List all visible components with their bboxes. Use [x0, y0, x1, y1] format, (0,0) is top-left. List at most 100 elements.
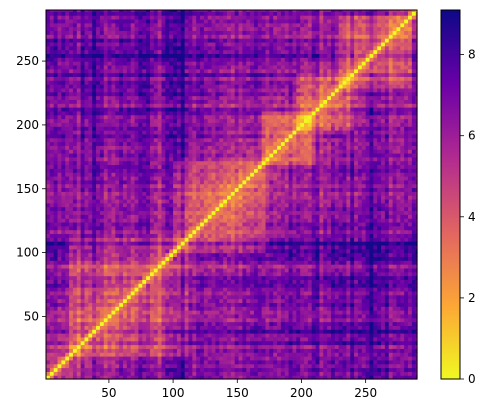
heatmap-cell	[173, 84, 178, 89]
heatmap-cell	[115, 195, 120, 200]
heatmap-cell	[180, 64, 186, 70]
heatmap-cell	[161, 68, 166, 74]
heatmap-cell	[188, 363, 193, 369]
heatmap-cell	[88, 38, 93, 43]
heatmap-cell	[103, 260, 109, 265]
heatmap-cell	[115, 22, 120, 28]
heatmap-cell	[169, 49, 174, 55]
heatmap-cell	[96, 57, 101, 62]
heatmap-cell	[130, 241, 136, 246]
heatmap-cell	[65, 11, 70, 16]
heatmap-cell	[157, 137, 163, 143]
heatmap-cell	[169, 41, 174, 47]
heatmap-cell	[138, 175, 143, 181]
heatmap-cell	[215, 248, 220, 254]
heatmap-cell	[69, 310, 74, 315]
heatmap-cell	[111, 198, 116, 204]
heatmap-cell	[219, 107, 224, 112]
heatmap-cell	[203, 198, 209, 204]
heatmap-cell	[99, 306, 105, 311]
heatmap-cell	[207, 118, 213, 123]
heatmap-cell	[76, 202, 82, 208]
heatmap-cell	[153, 340, 159, 346]
heatmap-cell	[215, 64, 220, 70]
heatmap-cell	[211, 72, 217, 77]
heatmap-cell	[107, 210, 113, 215]
heatmap-cell	[169, 294, 174, 300]
heatmap-cell	[107, 198, 113, 204]
heatmap-cell	[169, 164, 174, 169]
heatmap-cell	[180, 57, 186, 62]
heatmap-cell	[88, 15, 93, 20]
heatmap-cell	[173, 15, 178, 20]
heatmap-cell	[96, 202, 101, 208]
heatmap-cell	[92, 168, 97, 173]
heatmap-cell	[111, 214, 116, 219]
heatmap-cell	[173, 164, 178, 169]
heatmap-cell	[153, 84, 159, 89]
heatmap-cell	[49, 175, 55, 181]
heatmap-cell	[115, 221, 120, 227]
heatmap-cell	[72, 30, 78, 35]
heatmap-cell	[234, 298, 240, 303]
heatmap-cell	[165, 11, 170, 16]
heatmap-cell	[65, 267, 70, 273]
heatmap-cell	[192, 22, 197, 28]
heatmap-cell	[123, 317, 128, 323]
heatmap-cell	[238, 160, 244, 166]
heatmap-cell	[238, 11, 244, 16]
heatmap-cell	[211, 325, 217, 330]
heatmap-cell	[46, 18, 51, 24]
heatmap-cell	[123, 103, 128, 108]
heatmap-cell	[215, 57, 220, 62]
heatmap-cell	[61, 321, 66, 326]
heatmap-cell	[149, 202, 155, 208]
heatmap-cell	[57, 11, 62, 16]
heatmap-cell	[119, 310, 124, 315]
heatmap-cell	[53, 114, 59, 120]
heatmap-cell	[65, 57, 70, 62]
heatmap-cell	[227, 141, 232, 146]
heatmap-cell	[161, 237, 166, 242]
heatmap-cell	[142, 141, 147, 146]
heatmap-cell	[188, 130, 193, 135]
heatmap-cell	[227, 248, 232, 254]
heatmap-cell	[184, 294, 190, 300]
heatmap-cell	[161, 356, 166, 361]
heatmap-cell	[173, 237, 178, 242]
heatmap-cell	[157, 340, 163, 346]
heatmap-cell	[76, 137, 82, 143]
heatmap-cell	[219, 22, 224, 28]
heatmap-cell	[180, 91, 186, 97]
heatmap-cell	[72, 206, 78, 212]
heatmap-cell	[61, 233, 66, 238]
heatmap-cell	[72, 313, 78, 319]
heatmap-cell	[188, 68, 193, 74]
heatmap-cell	[130, 164, 136, 169]
heatmap-cell	[142, 294, 147, 300]
heatmap-cell	[153, 130, 159, 135]
heatmap-cell	[184, 49, 190, 55]
heatmap-cell	[165, 126, 170, 131]
heatmap-cell	[184, 153, 190, 158]
heatmap-cell	[196, 10, 201, 12]
heatmap-cell	[165, 130, 170, 135]
heatmap-cell	[115, 237, 120, 242]
heatmap-cell	[227, 15, 232, 20]
heatmap-cell	[80, 313, 86, 319]
heatmap-cell	[184, 241, 190, 246]
heatmap-cell	[72, 340, 78, 346]
heatmap-cell	[149, 325, 155, 330]
heatmap-cell	[207, 356, 213, 361]
heatmap-cell	[176, 359, 182, 365]
heatmap-cell	[69, 229, 74, 235]
heatmap-cell	[61, 187, 66, 192]
heatmap-cell	[130, 122, 136, 127]
heatmap-cell	[69, 264, 74, 269]
heatmap-cell	[103, 76, 109, 81]
heatmap-cell	[180, 11, 186, 16]
heatmap-cell	[69, 340, 74, 346]
heatmap-cell	[111, 279, 116, 284]
heatmap-cell	[99, 183, 105, 189]
heatmap-cell	[188, 153, 193, 158]
